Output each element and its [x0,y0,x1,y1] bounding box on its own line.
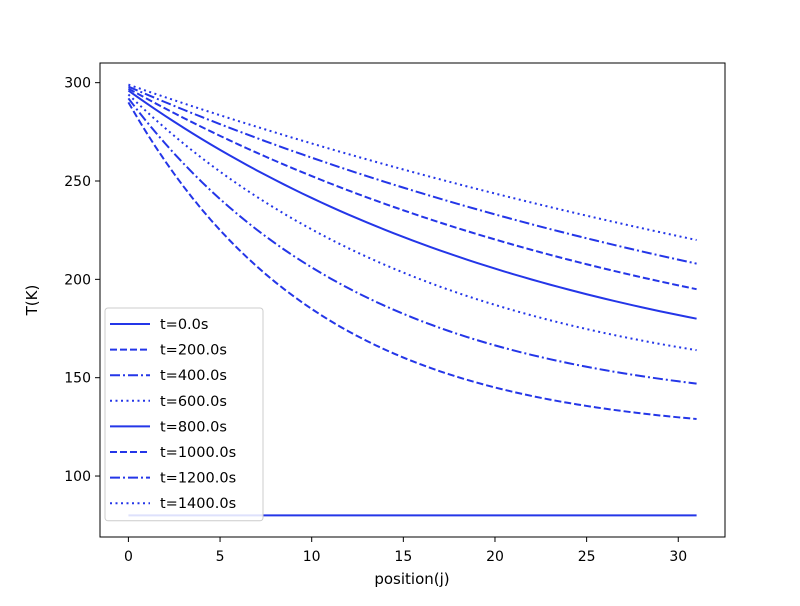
x-tick-label: 20 [486,549,504,565]
legend-box [104,307,264,522]
y-tick-label: 250 [64,174,91,190]
x-tick-label: 0 [124,549,133,565]
y-tick-label: 200 [64,272,91,288]
x-axis-label: position(j) [374,570,449,588]
x-tick-label: 5 [216,549,225,565]
plot-lines [127,83,697,517]
x-tick-label: 30 [669,549,687,565]
legend-label-2: t=400.0s [160,368,227,384]
x-axis: 0 5 10 15 20 25 30 [124,537,687,565]
series-line-4 [127,89,697,320]
plot-frame [99,62,726,538]
legend-label-3: t=600.0s [160,394,227,410]
x-tick-label: 15 [394,549,412,565]
series-line-5 [127,87,697,291]
y-tick-label: 300 [64,76,91,92]
legend-label-7: t=1400.0s [160,496,236,512]
x-tick-label: 25 [578,549,596,565]
y-tick-label: 100 [64,469,91,485]
legend-label-6: t=1200.0s [160,471,236,487]
y-axis-label: T(K) [23,285,41,317]
legend: t=0.0s t=200.0s t=400.0s t=600.0s t=800.0s t=… [104,307,264,522]
series-line-6 [128,85,697,265]
legend-label-0: t=0.0s [160,317,208,333]
series-line-2 [127,97,697,385]
series-line-7 [128,83,697,241]
y-axis: 100 150 200 250 300 [64,76,100,485]
y-tick-label: 150 [64,371,91,387]
x-tick-label: 10 [303,549,321,565]
legend-label-1: t=200.0s [160,343,227,359]
legend-label-4: t=800.0s [160,419,227,435]
series-line-1 [127,101,697,420]
legend-label-5: t=1000.0s [160,445,236,461]
